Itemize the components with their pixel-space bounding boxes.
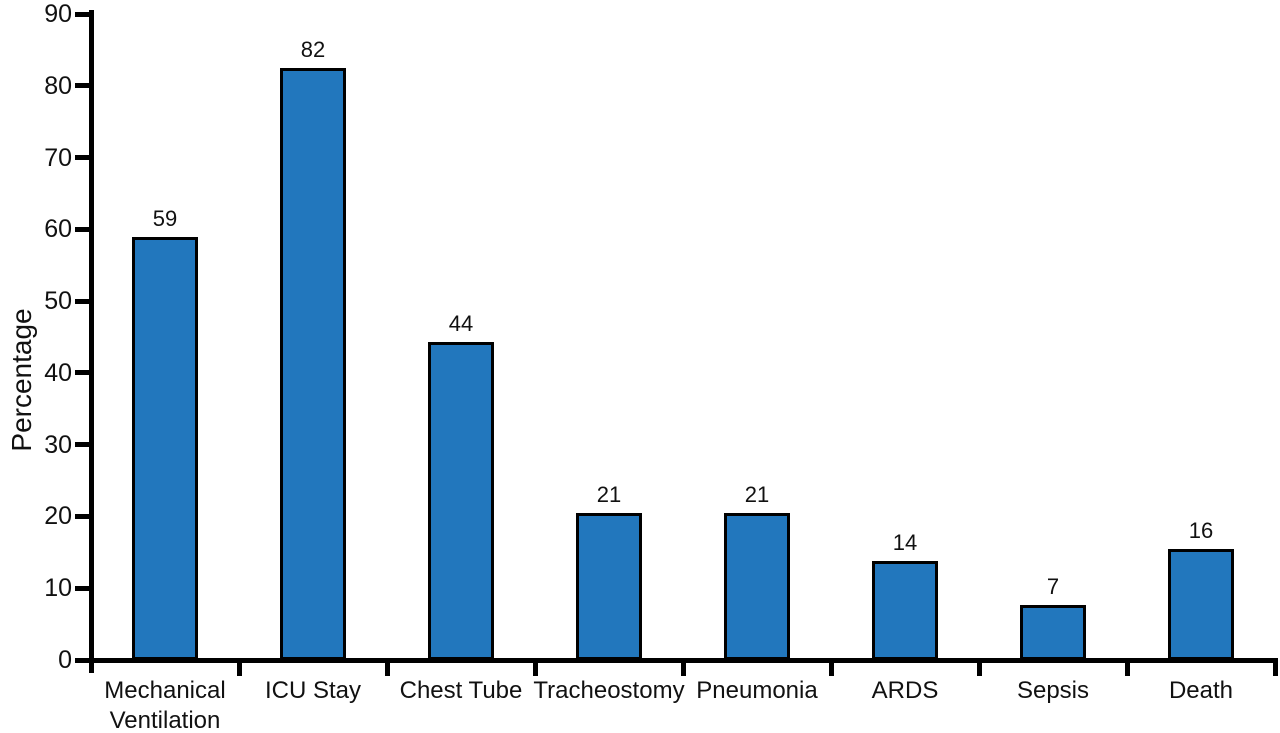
bar-pneumonia xyxy=(724,512,790,660)
x-category-label: Death xyxy=(1168,677,1234,704)
y-tick-label: 50 xyxy=(44,287,72,316)
bar-value-label: 16 xyxy=(1188,517,1214,543)
bar-value-label: 44 xyxy=(448,311,474,337)
bar-chest-tube xyxy=(428,342,494,660)
x-category-label: Chest Tube xyxy=(399,677,523,704)
x-category-label: Sepsis xyxy=(1016,677,1090,704)
bar-value-label: 82 xyxy=(300,36,326,62)
x-category-label: Pneumonia xyxy=(696,677,818,704)
x-tick-mark xyxy=(1124,660,1130,676)
bar-death xyxy=(1168,548,1234,660)
x-tick-mark xyxy=(828,660,834,676)
x-tick-mark xyxy=(1272,660,1278,676)
bar-value-label: 14 xyxy=(892,529,918,555)
x-tick-mark xyxy=(532,660,538,676)
bar-value-label: 7 xyxy=(1046,573,1060,599)
x-category-label: ARDS xyxy=(871,677,939,704)
bar-icu-stay xyxy=(280,67,346,660)
bar-sepsis xyxy=(1020,604,1086,660)
y-tick-mark xyxy=(75,513,91,519)
x-tick-mark xyxy=(384,660,390,676)
y-tick-label: 90 xyxy=(44,0,72,28)
bar-value-label: 59 xyxy=(152,205,178,231)
x-category-label: Tracheostomy xyxy=(533,677,685,704)
y-tick-label: 70 xyxy=(44,143,72,172)
x-category-label: ICU Stay xyxy=(264,677,362,704)
y-tick-label: 60 xyxy=(44,215,72,244)
bar-value-label: 21 xyxy=(596,481,622,507)
y-tick-label: 80 xyxy=(44,71,72,100)
y-tick-mark xyxy=(75,155,91,161)
y-tick-mark xyxy=(75,298,91,304)
bar-mechanical xyxy=(132,236,198,660)
y-tick-label: 40 xyxy=(44,358,72,387)
x-tick-mark xyxy=(236,660,242,676)
bar-ards xyxy=(872,560,938,660)
y-tick-label: 20 xyxy=(44,502,72,531)
y-tick-mark xyxy=(75,226,91,232)
y-tick-mark xyxy=(75,657,91,663)
bar-value-label: 21 xyxy=(744,481,770,507)
bar-tracheostomy xyxy=(576,512,642,660)
y-tick-label: 30 xyxy=(44,430,72,459)
y-tick-mark xyxy=(75,83,91,89)
x-category-label: Mechanical Ventilation xyxy=(104,677,226,733)
x-tick-mark xyxy=(976,660,982,676)
y-tick-mark xyxy=(75,11,91,17)
y-tick-mark xyxy=(75,585,91,591)
x-tick-mark xyxy=(680,660,686,676)
y-tick-label: 0 xyxy=(58,646,72,674)
y-tick-mark xyxy=(75,442,91,448)
y-axis-line xyxy=(88,10,94,673)
y-tick-mark xyxy=(75,370,91,376)
y-tick-label: 10 xyxy=(44,574,72,603)
